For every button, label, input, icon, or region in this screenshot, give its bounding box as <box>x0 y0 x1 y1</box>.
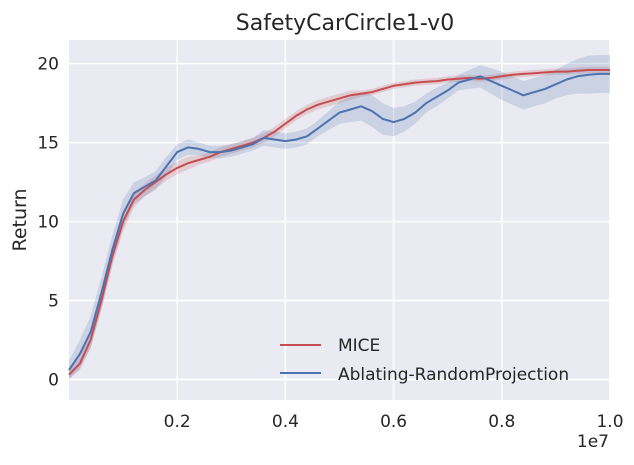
x-tick-label: 0.6 <box>380 412 407 432</box>
y-tick-label: 0 <box>48 370 59 390</box>
series-lines <box>68 69 610 376</box>
y-tick-label: 5 <box>48 292 59 312</box>
legend-label-mice: MICE <box>338 336 380 356</box>
y-tick-label: 15 <box>37 134 59 154</box>
x-tick-label: 0.4 <box>272 412 299 432</box>
legend: MICE Ablating-RandomProjection <box>280 336 569 385</box>
chart-title: SafetyCarCircle1-v0 <box>236 11 454 36</box>
grid <box>69 40 611 400</box>
line-mice <box>68 69 610 376</box>
confidence-bands <box>69 55 610 380</box>
x-axis-offset-label: 1e7 <box>577 432 609 452</box>
plot-area <box>69 40 610 400</box>
band-ablating-randomprojection <box>69 55 610 380</box>
tick-labels: 0.2 0.4 0.6 0.8 1.0 0 5 10 15 20 <box>37 55 623 432</box>
y-tick-label: 10 <box>37 213 59 233</box>
legend-label-ablating-randomprojection: Ablating-RandomProjection <box>338 365 569 385</box>
line-ablating-randomprojection <box>68 72 610 371</box>
y-tick-label: 20 <box>37 55 59 75</box>
x-tick-label: 0.2 <box>164 412 191 432</box>
y-axis-label: Return <box>9 188 31 251</box>
x-tick-label: 0.8 <box>488 412 515 432</box>
x-tick-label: 1.0 <box>596 412 623 432</box>
